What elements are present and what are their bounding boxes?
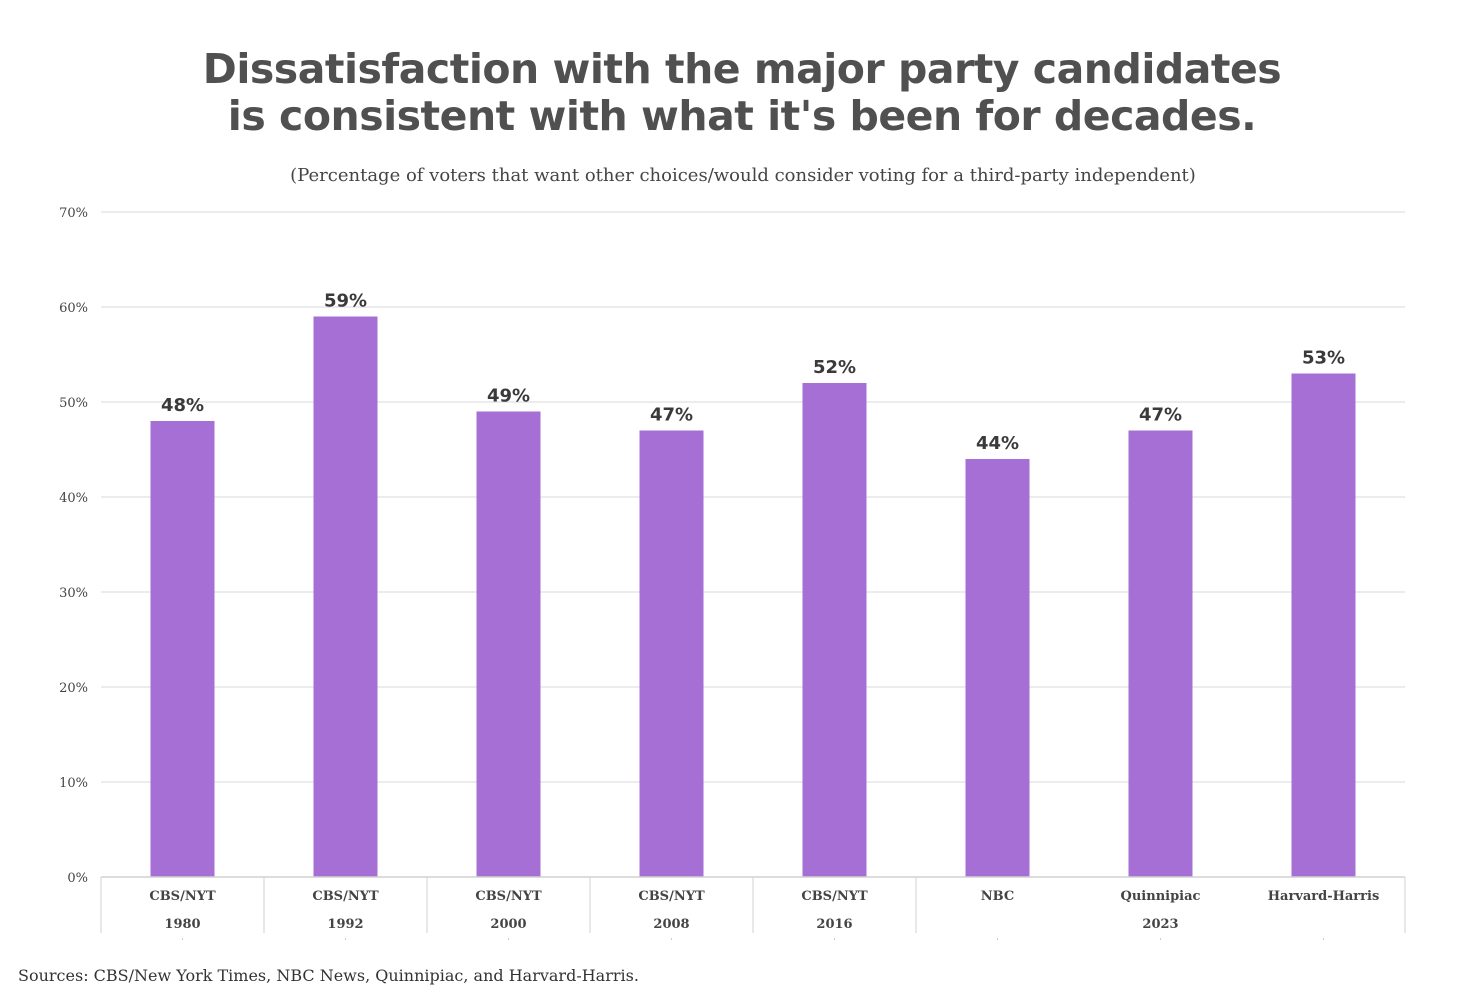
bar xyxy=(476,411,541,877)
x-group-label: 2008 xyxy=(653,917,689,932)
y-tick-label: 10% xyxy=(59,776,88,791)
data-label: 52% xyxy=(813,357,856,378)
x-category-label: CBS/NYT xyxy=(638,889,705,904)
x-group-label: 1980 xyxy=(164,917,200,932)
x-category-label: CBS/NYT xyxy=(801,889,868,904)
data-label: 53% xyxy=(1302,348,1345,369)
bar xyxy=(802,383,867,877)
x-category-label: CBS/NYT xyxy=(475,889,542,904)
y-tick-label: 20% xyxy=(59,681,88,696)
chart-subtitle: (Percentage of voters that want other ch… xyxy=(290,165,1196,186)
x-group-label: 1992 xyxy=(327,917,363,932)
data-label: 59% xyxy=(324,291,367,312)
y-tick-label: 30% xyxy=(59,586,88,601)
chart-title-line-1: Dissatisfaction with the major party can… xyxy=(202,45,1282,93)
y-tick-label: 60% xyxy=(59,301,88,316)
chart-title-line-2: is consistent with what it's been for de… xyxy=(227,92,1257,140)
bar xyxy=(1128,430,1193,877)
y-tick-label: 0% xyxy=(67,871,88,886)
y-tick-label: 50% xyxy=(59,396,88,411)
data-label: 49% xyxy=(487,386,530,407)
x-category-label: CBS/NYT xyxy=(312,889,379,904)
x-group-label: 2016 xyxy=(816,917,852,932)
bar xyxy=(313,316,378,877)
y-tick-label: 40% xyxy=(59,491,88,506)
x-category-label: Quinnipiac xyxy=(1121,889,1201,904)
source-note: Sources: CBS/New York Times, NBC News, Q… xyxy=(18,966,639,985)
data-label: 48% xyxy=(161,395,204,416)
chart-title: Dissatisfaction with the major party can… xyxy=(0,46,1480,140)
data-label: 44% xyxy=(976,433,1019,454)
bar xyxy=(1291,373,1356,877)
bar xyxy=(639,430,704,877)
x-category-label: NBC xyxy=(981,889,1014,904)
data-label: 47% xyxy=(1139,405,1182,426)
bar xyxy=(965,459,1030,877)
data-label: 47% xyxy=(650,405,693,426)
y-tick-label: 70% xyxy=(59,206,88,221)
bar xyxy=(150,421,215,877)
x-group-label: 2023 xyxy=(1142,917,1178,932)
x-category-label: Harvard-Harris xyxy=(1268,889,1380,904)
x-group-label: 2000 xyxy=(490,917,526,932)
x-category-label: CBS/NYT xyxy=(149,889,216,904)
